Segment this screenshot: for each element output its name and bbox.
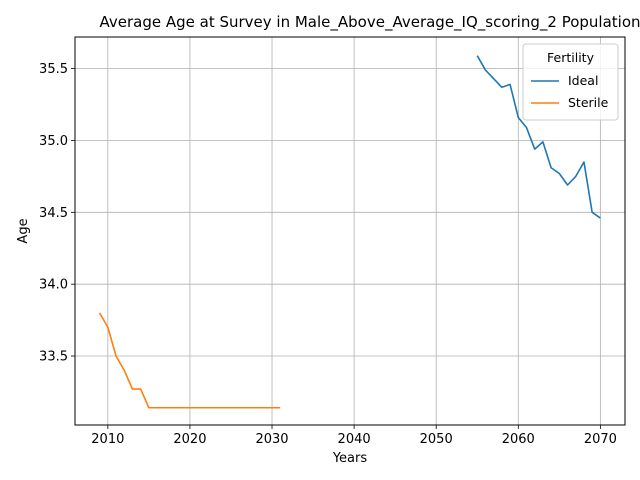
y-tick-label: 34.0 — [39, 278, 68, 293]
x-tick-label: 2020 — [173, 432, 206, 447]
y-tick-label: 35.5 — [39, 62, 68, 77]
y-axis-label: Age — [16, 218, 31, 243]
x-tick-label: 2040 — [338, 432, 371, 447]
series-line-ideal — [476, 55, 601, 219]
legend-label-ideal: Ideal — [568, 73, 598, 88]
x-tick-label: 2010 — [91, 432, 124, 447]
chart-title: Average Age at Survey in Male_Above_Aver… — [99, 13, 640, 32]
legend-label-sterile: Sterile — [568, 95, 609, 110]
grid — [75, 37, 625, 425]
legend-box — [522, 43, 619, 121]
x-tick-label: 2070 — [584, 432, 617, 447]
x-tick-label: 2060 — [502, 432, 535, 447]
legend-title: Fertility — [547, 50, 595, 65]
legend-entries: Ideal Sterile — [531, 73, 609, 110]
series-layer — [98, 55, 601, 409]
x-axis-label: Years — [332, 451, 368, 466]
y-tick-label: 33.5 — [39, 350, 68, 365]
plot-frame — [74, 36, 626, 426]
x-tick-label: 2050 — [420, 432, 453, 447]
x-tick-label: 2030 — [255, 432, 288, 447]
y-tick-label: 34.5 — [39, 206, 68, 221]
legend: Fertility Ideal Sterile — [522, 43, 619, 121]
axis-ticks: 2010 2020 2030 2040 2050 2060 2070 33.5 34.0 34.5… — [39, 62, 617, 447]
y-tick-label: 35.0 — [39, 134, 68, 149]
